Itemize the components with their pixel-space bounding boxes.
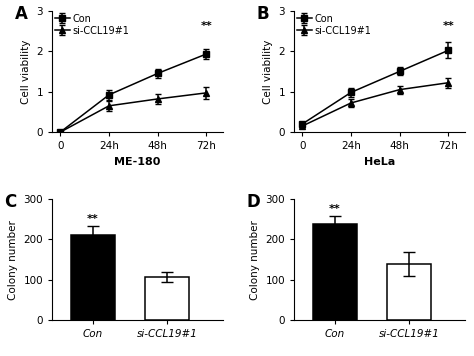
Text: **: ** [442,21,454,31]
Y-axis label: Colony number: Colony number [8,220,18,300]
Bar [71,235,115,320]
Y-axis label: Cell viability: Cell viability [21,39,31,104]
Bar [387,264,431,320]
Legend: Con, si-CCL19#1: Con, si-CCL19#1 [296,12,373,37]
X-axis label: ME-180: ME-180 [114,157,161,167]
Text: **: ** [329,204,341,214]
Text: B: B [256,5,269,23]
Bar [313,224,357,320]
Text: **: ** [201,21,212,31]
Legend: Con, si-CCL19#1: Con, si-CCL19#1 [54,12,130,37]
Bar [145,277,189,320]
Text: D: D [246,193,260,211]
Text: **: ** [87,214,99,224]
Text: A: A [15,5,27,23]
Y-axis label: Cell viability: Cell viability [263,39,273,104]
Text: C: C [4,193,17,211]
X-axis label: HeLa: HeLa [364,157,395,167]
Y-axis label: Colony number: Colony number [250,220,260,300]
